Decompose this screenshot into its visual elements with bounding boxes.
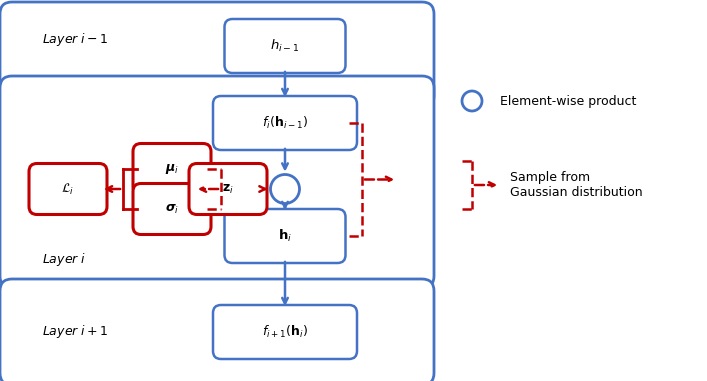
FancyBboxPatch shape [213,96,357,150]
Text: $h_{i-1}$: $h_{i-1}$ [270,38,300,54]
FancyBboxPatch shape [133,184,211,234]
Text: Layer $i-1$: Layer $i-1$ [42,30,108,48]
FancyBboxPatch shape [133,144,211,194]
Text: $\boldsymbol{\mu}_i$: $\boldsymbol{\mu}_i$ [165,162,179,176]
Text: Element-wise product: Element-wise product [500,94,636,107]
FancyBboxPatch shape [225,209,346,263]
FancyBboxPatch shape [0,76,434,288]
Text: $f_{i+1}(\mathbf{h}_i)$: $f_{i+1}(\mathbf{h}_i)$ [262,324,308,340]
FancyBboxPatch shape [213,305,357,359]
FancyBboxPatch shape [189,163,267,215]
Text: Layer $i+1$: Layer $i+1$ [42,323,108,341]
Text: $\boldsymbol{\sigma}_i$: $\boldsymbol{\sigma}_i$ [165,202,179,216]
Text: $\mathbf{z}_i$: $\mathbf{z}_i$ [222,182,234,195]
FancyBboxPatch shape [29,163,107,215]
Text: $\mathcal{L}_i$: $\mathcal{L}_i$ [62,181,74,197]
Text: Sample from
Gaussian distribution: Sample from Gaussian distribution [510,171,643,199]
FancyBboxPatch shape [0,279,434,381]
FancyBboxPatch shape [225,19,346,73]
FancyBboxPatch shape [0,2,434,108]
Text: $f_i(\mathbf{h}_{i-1})$: $f_i(\mathbf{h}_{i-1})$ [262,115,308,131]
Text: $\mathbf{h}_i$: $\mathbf{h}_i$ [278,228,292,244]
Text: Layer $i$: Layer $i$ [42,250,86,267]
